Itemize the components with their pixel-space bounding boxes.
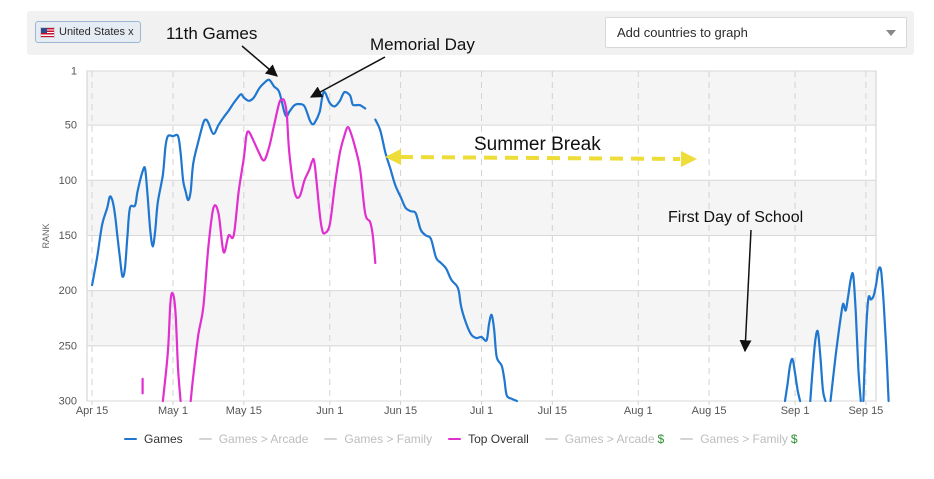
legend-item-top-overall[interactable]: Top Overall [448,432,529,446]
series-line-games [809,329,827,403]
y-tick-label: 250 [59,340,77,352]
country-tag-united-states[interactable]: United States x [35,21,141,43]
plot-band [87,71,876,126]
legend-label: Games > Family [700,432,788,446]
plot-band [87,345,876,401]
plot-band [87,125,876,181]
series-line-top-overall [189,98,377,403]
annotation-summer-break-arrowhead-left [385,149,401,165]
series-line-games [374,118,518,403]
x-tick-label: Aug 1 [624,405,653,417]
legend-swatch [544,438,558,440]
y-tick-label: 300 [59,396,77,408]
legend-swatch [124,438,137,440]
series-line-games [862,266,890,403]
series-line-top-overall [161,291,182,403]
legend-item-games-family-paid[interactable]: Games > Family $ [680,432,798,446]
legend-label: Games [144,432,183,446]
y-tick-label: 50 [65,120,77,132]
paid-dollar-icon: $ [657,432,665,446]
series-line-games [783,357,802,403]
series-line-games [829,271,862,403]
y-tick-label: 200 [59,285,77,297]
y-tick-label: 150 [59,230,77,242]
annotation-summer-break: Summer Break [385,134,697,167]
annotation-summer-break-arrow [399,155,681,161]
chart-legend: Games Games > Arcade Games > Family Top Ove… [124,431,814,447]
plot-frame [86,70,877,402]
x-tick-label: Jun 1 [316,405,343,417]
x-tick-label: Jul 1 [470,405,493,417]
legend-swatch [680,438,694,440]
plot-band [87,180,876,236]
annotation-summer-break-arrowhead-right [681,151,697,167]
y-axis-title: RANK [41,223,51,248]
plot-band [87,235,876,291]
add-countries-select[interactable]: Add countries to graph [605,17,907,48]
country-tag-label: United States x [59,26,134,38]
x-tick-label: Apr 15 [76,405,108,417]
annotation-first-day-arrow [739,229,752,353]
series-line-games [91,78,367,287]
legend-item-games-arcade-paid[interactable]: Games > Arcade $ [544,432,665,446]
plot-band [87,290,876,346]
legend-item-games-family[interactable]: Games > Family [324,432,432,446]
legend-swatch [448,438,462,440]
x-tick-label: Sep 1 [781,405,810,417]
vertical-grid [91,71,867,405]
legend-label: Games > Arcade [218,432,309,446]
legend-swatch [198,438,212,440]
y-tick-label: 100 [59,175,77,187]
annotation-summer-break-label: Summer Break [474,134,601,155]
x-tick-label: Jul 15 [538,405,567,417]
x-tick-label: Jun 15 [384,405,417,417]
x-tick-label: Aug 15 [692,405,727,417]
chevron-down-icon [886,30,896,36]
filter-bar: United States x Add countries to graph [27,11,914,55]
legend-label: Top Overall [468,432,529,446]
plot-background [87,71,876,401]
x-tick-label: Sep 15 [848,405,883,417]
legend-label: Games > Arcade [564,432,655,446]
legend-item-games[interactable]: Games [124,432,183,446]
legend-label: Games > Family [344,432,433,446]
x-tick-label: May 1 [158,405,188,417]
legend-swatch [324,438,338,440]
x-axis: Apr 15 May 1 May 15 Jun 1 Jun 15 Jul 1 Jul 15 A… [76,405,883,417]
series-lines [91,78,890,403]
add-countries-placeholder: Add countries to graph [617,25,748,40]
annotation-memorial-day-arrow [309,56,386,98]
us-flag-icon [40,26,55,38]
annotation-first-day-of-school: First Day of School [668,209,803,353]
y-tick-label: 1 [71,66,77,78]
legend-item-games-arcade[interactable]: Games > Arcade [198,432,309,446]
annotation-first-day-label: First Day of School [668,209,803,226]
x-tick-label: May 15 [226,405,262,417]
paid-dollar-icon: $ [790,432,798,446]
